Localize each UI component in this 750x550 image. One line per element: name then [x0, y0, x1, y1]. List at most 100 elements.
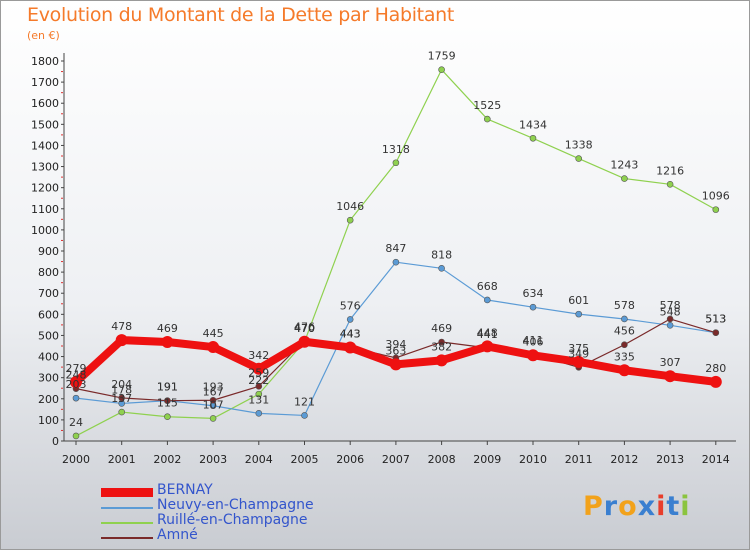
- chart-series: [70, 66, 722, 440]
- data-point: [621, 175, 628, 182]
- data-label: 167: [203, 386, 224, 399]
- data-point: [255, 383, 263, 390]
- data-point: [529, 134, 537, 142]
- chart-ticks: 0 100 200 300 400 500 600 700 800 900 1000 1100 1200…: [31, 55, 730, 466]
- data-label: 576: [340, 299, 361, 312]
- legend-swatch-neuvy: [101, 507, 153, 509]
- data-label: 203: [66, 378, 87, 391]
- y-tick-label: 1600: [31, 97, 59, 110]
- logo-letter: r: [603, 491, 619, 522]
- data-point: [161, 335, 174, 348]
- data-label: 115: [157, 397, 178, 410]
- x-tick-label: 2006: [336, 453, 364, 466]
- data-label: 469: [157, 322, 178, 335]
- data-label: 548: [660, 305, 681, 318]
- data-point: [575, 310, 583, 318]
- data-label: 107: [203, 398, 224, 411]
- legend-label-neuvy: Neuvy-en-Champagne: [157, 497, 314, 513]
- data-point: [483, 115, 491, 123]
- data-point: [255, 390, 263, 398]
- data-point: [438, 66, 445, 73]
- data-point: [72, 432, 80, 440]
- data-point: [666, 180, 674, 188]
- data-label: 375: [568, 342, 589, 355]
- data-label: 406: [523, 335, 544, 348]
- y-tick-label: 0: [52, 435, 59, 448]
- x-tick-label: 2011: [565, 453, 593, 466]
- data-point: [389, 358, 402, 371]
- data-point: [712, 329, 720, 337]
- data-label: 469: [431, 322, 452, 335]
- data-label: 342: [248, 349, 269, 362]
- y-tick-label: 700: [38, 287, 59, 300]
- y-tick-label: 1100: [31, 203, 59, 216]
- data-label: 1434: [519, 118, 547, 131]
- data-label: 443: [340, 327, 361, 340]
- data-point: [618, 364, 631, 377]
- data-point: [712, 206, 720, 213]
- data-label: 307: [660, 356, 681, 369]
- y-tick-label: 1400: [31, 139, 59, 152]
- data-point: [527, 349, 539, 362]
- data-point: [255, 410, 263, 417]
- data-label: 24: [69, 416, 83, 429]
- data-point: [392, 258, 400, 266]
- data-label: 121: [294, 395, 315, 408]
- data-label: 470: [294, 322, 315, 335]
- data-label: 193: [203, 380, 224, 393]
- data-label: 441: [477, 328, 498, 341]
- data-point: [118, 408, 125, 416]
- data-point: [529, 303, 537, 311]
- legend-label-amne: Amné: [157, 527, 198, 543]
- data-point: [575, 155, 583, 162]
- data-label: 280: [705, 362, 726, 375]
- x-tick-label: 2003: [199, 453, 227, 466]
- proxiti-logo: Proxiti: [583, 491, 691, 522]
- y-tick-label: 100: [38, 414, 59, 427]
- data-point: [709, 375, 722, 388]
- logo-letter: t: [666, 491, 681, 522]
- logo-letter: o: [618, 491, 638, 522]
- data-label: 443: [340, 327, 361, 340]
- data-label: 1096: [702, 190, 730, 203]
- x-tick-label: 2007: [382, 453, 410, 466]
- x-tick-label: 2012: [610, 453, 638, 466]
- data-label: 191: [157, 381, 178, 394]
- data-point: [438, 338, 445, 346]
- data-label: 382: [431, 340, 452, 353]
- data-label: 478: [111, 320, 132, 333]
- x-tick-label: 2004: [245, 453, 273, 466]
- x-tick-label: 2010: [519, 453, 547, 466]
- data-point: [298, 335, 311, 348]
- data-point: [164, 397, 171, 404]
- data-point: [481, 340, 494, 353]
- data-label: 1216: [656, 164, 684, 177]
- data-label: 668: [477, 280, 498, 293]
- data-label: 1338: [565, 139, 593, 152]
- x-tick-label: 2001: [108, 453, 136, 466]
- data-point: [621, 341, 628, 349]
- data-point: [209, 396, 217, 404]
- data-label: 818: [431, 248, 452, 261]
- data-label: 448: [477, 326, 498, 339]
- legend-swatch-ruille: [101, 522, 153, 524]
- data-label: 847: [385, 242, 406, 255]
- data-point: [207, 341, 220, 354]
- logo-letter: P: [583, 491, 604, 522]
- y-tick-label: 900: [38, 245, 59, 258]
- x-tick-label: 2008: [428, 453, 456, 466]
- x-tick-label: 2014: [702, 453, 730, 466]
- data-label: 470: [294, 322, 315, 335]
- y-tick-label: 500: [38, 329, 59, 342]
- data-label: 191: [157, 381, 178, 394]
- y-tick-label: 200: [38, 393, 59, 406]
- y-tick-label: 1700: [31, 76, 59, 89]
- data-label: 1046: [336, 200, 364, 213]
- y-tick-label: 300: [38, 372, 59, 385]
- data-point: [664, 370, 677, 383]
- y-tick-label: 1800: [31, 55, 59, 68]
- y-tick-label: 600: [38, 308, 59, 321]
- data-label: 248: [66, 369, 87, 382]
